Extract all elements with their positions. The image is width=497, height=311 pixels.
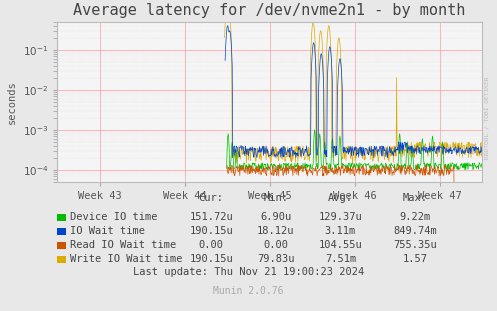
Y-axis label: seconds: seconds (7, 80, 17, 124)
Text: 1.57: 1.57 (403, 254, 427, 264)
Text: 755.35u: 755.35u (393, 240, 437, 250)
Text: Max:: Max: (403, 193, 427, 202)
Text: IO Wait time: IO Wait time (70, 226, 145, 236)
Text: 129.37u: 129.37u (319, 212, 362, 222)
Text: 849.74m: 849.74m (393, 226, 437, 236)
Text: Last update: Thu Nov 21 19:00:23 2024: Last update: Thu Nov 21 19:00:23 2024 (133, 267, 364, 277)
Text: 151.72u: 151.72u (189, 212, 233, 222)
Text: 6.90u: 6.90u (260, 212, 291, 222)
Text: Write IO Wait time: Write IO Wait time (70, 254, 182, 264)
Text: Cur:: Cur: (199, 193, 224, 202)
Text: 190.15u: 190.15u (189, 254, 233, 264)
Text: 79.83u: 79.83u (257, 254, 295, 264)
Text: 190.15u: 190.15u (189, 226, 233, 236)
Text: Avg:: Avg: (328, 193, 353, 202)
Text: 18.12u: 18.12u (257, 226, 295, 236)
Text: 9.22m: 9.22m (400, 212, 430, 222)
Text: Read IO Wait time: Read IO Wait time (70, 240, 176, 250)
Text: 0.00: 0.00 (199, 240, 224, 250)
Text: Munin 2.0.76: Munin 2.0.76 (213, 286, 284, 296)
Text: 7.51m: 7.51m (325, 254, 356, 264)
Text: RRDTOOL / TOBI OETIKER: RRDTOOL / TOBI OETIKER (485, 77, 490, 160)
Text: Device IO time: Device IO time (70, 212, 157, 222)
Text: Min:: Min: (263, 193, 288, 202)
Title: Average latency for /dev/nvme2n1 - by month: Average latency for /dev/nvme2n1 - by mo… (74, 3, 466, 18)
Text: 3.11m: 3.11m (325, 226, 356, 236)
Text: 0.00: 0.00 (263, 240, 288, 250)
Text: 104.55u: 104.55u (319, 240, 362, 250)
